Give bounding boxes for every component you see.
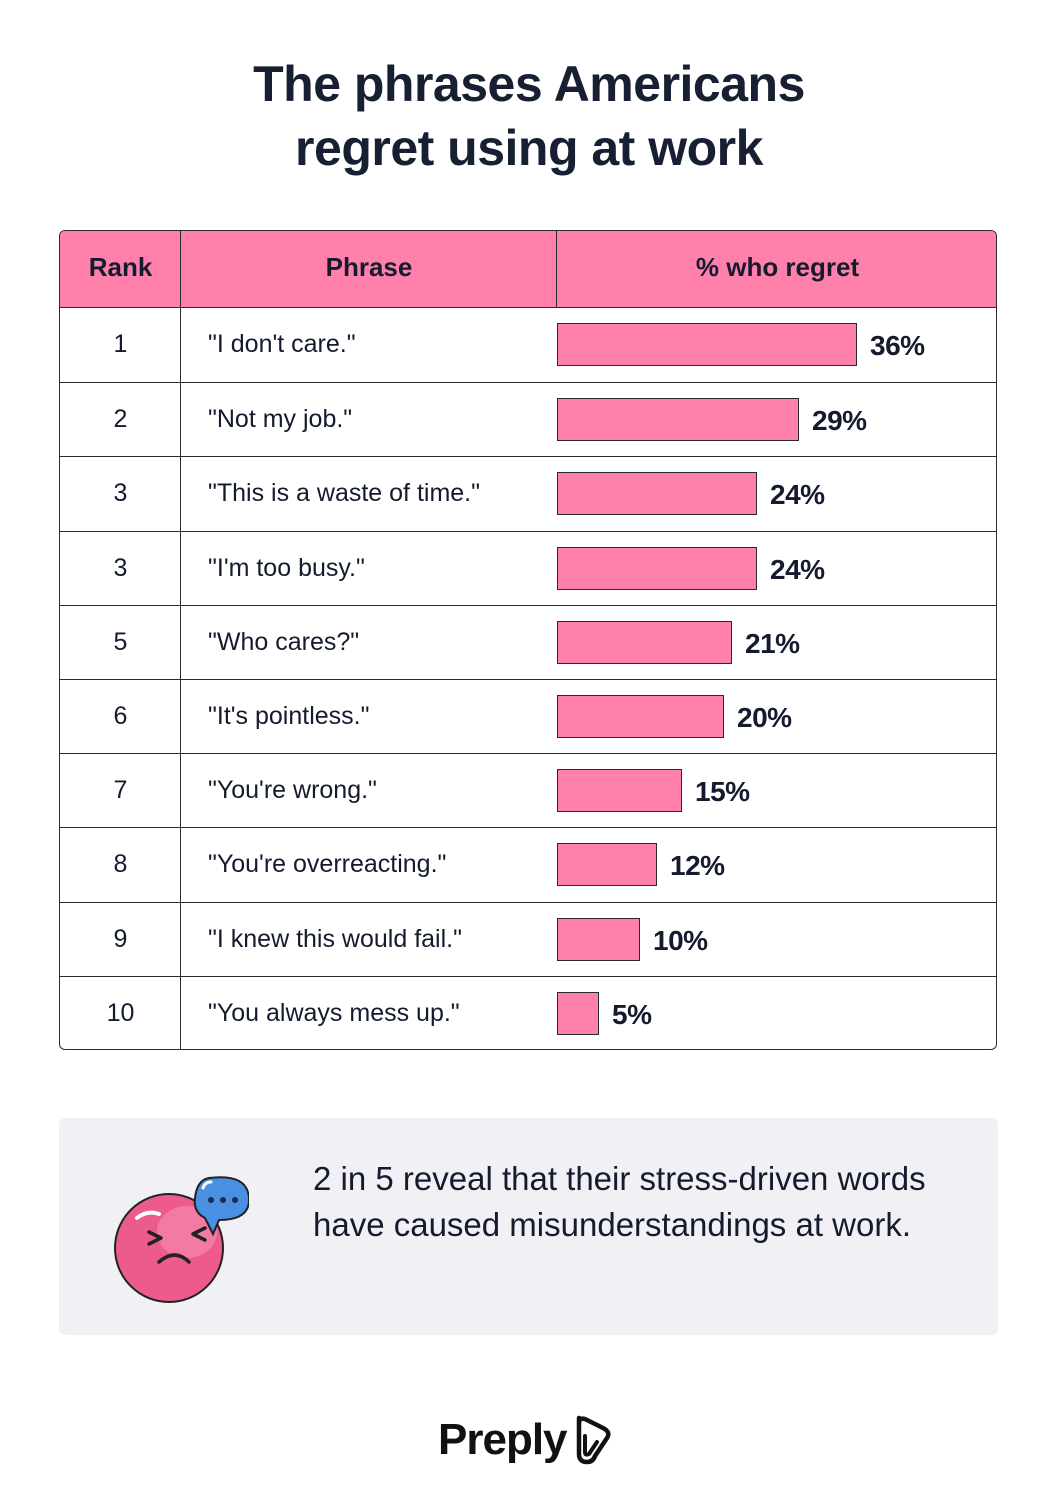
row-phrase: "You're wrong." — [208, 776, 377, 805]
row-phrase: "This is a waste of time." — [208, 479, 480, 508]
row-rank: 6 — [113, 702, 128, 730]
row-phrase: "I'm too busy." — [208, 553, 365, 582]
row-phrase: "Not my job." — [208, 405, 353, 434]
row-phrase: "It's pointless." — [208, 702, 370, 730]
header-regret: % who regret — [695, 252, 860, 282]
regret-table: Rank Phrase % who regret 1 "I don't care.… — [59, 230, 997, 1050]
regret-bar — [557, 917, 640, 961]
table-row: 10 "You always mess up." 5% — [60, 975, 996, 1049]
callout-box: 2 in 5 reveal that their stress-driven w… — [59, 1118, 998, 1335]
regret-value-label: 5% — [612, 998, 652, 1030]
table-row: 1 "I don't care." 36% — [60, 308, 996, 382]
row-phrase: "You always mess up." — [208, 998, 460, 1027]
regret-value-label: 15% — [695, 776, 750, 808]
sad-face-with-speech-bubble-icon — [114, 1176, 249, 1303]
regret-bar — [557, 546, 757, 590]
regret-value-label: 24% — [770, 479, 825, 511]
regret-value-label: 12% — [670, 850, 725, 882]
table-row: 7 "You're wrong." 15% — [60, 753, 996, 827]
table-row: 2 "Not my job." 29% — [60, 382, 996, 456]
table-row: 9 "I knew this would fail." 10% — [60, 901, 996, 976]
row-phrase: "I don't care." — [208, 330, 356, 358]
row-phrase: "You're overreacting." — [208, 850, 447, 879]
row-rank: 9 — [113, 924, 128, 953]
table-header: Rank Phrase % who regret — [60, 231, 996, 308]
title-line-1: The phrases Americans — [253, 56, 805, 112]
regret-bar — [557, 991, 599, 1035]
row-rank: 3 — [113, 553, 128, 582]
regret-value-label: 20% — [737, 702, 792, 733]
row-rank: 8 — [113, 850, 128, 879]
column-divider — [180, 231, 181, 1049]
table-row: 6 "It's pointless." 20% — [60, 679, 996, 753]
header-rank: Rank — [88, 252, 153, 282]
regret-value-label: 24% — [770, 553, 825, 585]
callout-text: 2 in 5 reveal that their stress-driven w… — [313, 1160, 926, 1243]
page-title: The phrases Americans regret using at wo… — [0, 52, 1058, 180]
regret-bar — [557, 472, 757, 516]
row-rank: 5 — [113, 627, 128, 656]
preply-logo[interactable]: Preply — [438, 1410, 613, 1470]
row-phrase: "I knew this would fail." — [208, 924, 462, 953]
table-row: 5 "Who cares?" 21% — [60, 604, 996, 679]
row-phrase: "Who cares?" — [208, 627, 360, 656]
brand-name: Preply — [438, 1415, 568, 1464]
regret-value-label: 10% — [653, 924, 708, 956]
header-phrase: Phrase — [325, 252, 413, 282]
row-rank: 1 — [113, 330, 128, 358]
row-rank: 3 — [113, 479, 128, 508]
regret-bar — [557, 695, 724, 738]
regret-bar — [557, 769, 682, 813]
regret-bar — [557, 620, 732, 664]
preply-logo-icon — [576, 1415, 611, 1465]
column-divider — [556, 231, 557, 308]
title-line-2: regret using at work — [295, 120, 763, 176]
table-row: 8 "You're overreacting." 12% — [60, 827, 996, 901]
regret-value-label: 36% — [870, 330, 925, 361]
row-rank: 7 — [113, 776, 128, 805]
table-row: 3 "This is a waste of time." 24% — [60, 456, 996, 530]
regret-bar — [557, 398, 799, 442]
regret-bar — [557, 323, 857, 366]
row-rank: 2 — [113, 405, 128, 434]
table-row: 3 "I'm too busy." 24% — [60, 530, 996, 605]
regret-bar — [557, 843, 657, 887]
regret-value-label: 29% — [812, 405, 867, 437]
regret-value-label: 21% — [745, 627, 800, 659]
row-rank: 10 — [106, 998, 135, 1027]
